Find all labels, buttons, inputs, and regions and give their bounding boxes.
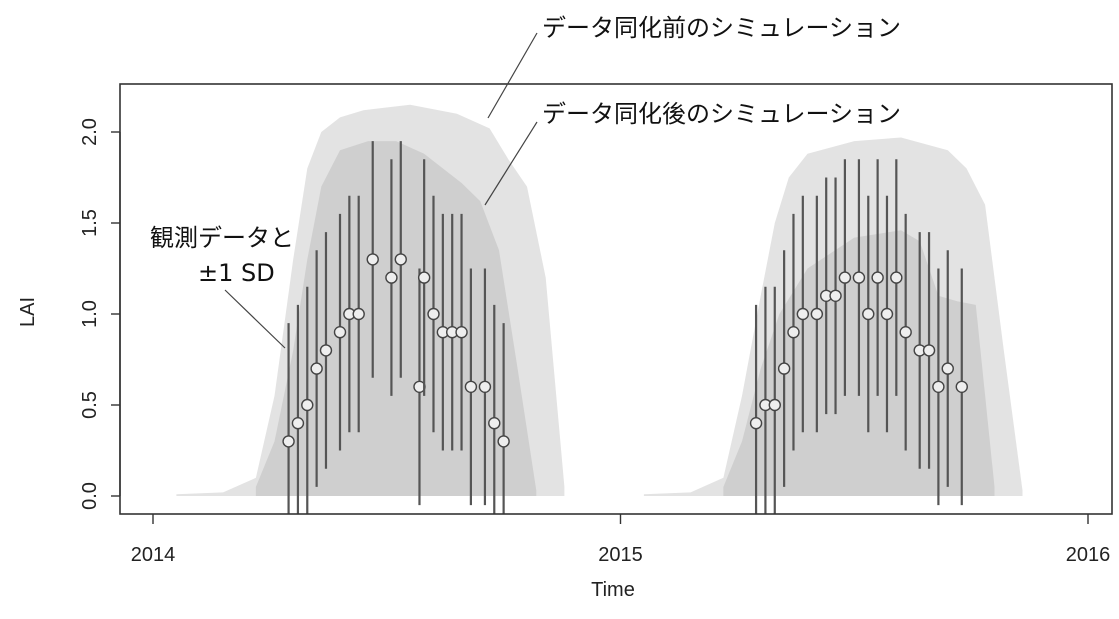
observation-point: [890, 271, 903, 284]
observation-point: [478, 380, 492, 393]
observation-point: [464, 380, 478, 393]
observation-points: [282, 141, 968, 514]
x-tick-label: 2014: [131, 544, 176, 566]
observation-point: [955, 380, 968, 393]
y-axis-label: LAI: [17, 297, 39, 327]
observation-point: [852, 271, 866, 284]
y-tick-label: 0.0: [79, 482, 101, 510]
observation-point: [352, 307, 365, 321]
observation-point: [427, 307, 440, 321]
observation-point: [301, 398, 314, 412]
observation-point: [810, 307, 824, 321]
y-tick-label: 1.5: [79, 209, 101, 237]
x-axis: 2014 2015 2016: [131, 514, 1111, 566]
observation-point: [829, 289, 842, 302]
observation-point: [394, 253, 407, 266]
observation-point: [871, 271, 884, 284]
y-tick-label: 1.0: [79, 300, 101, 328]
observation-point: [862, 307, 875, 321]
observation-point: [899, 326, 912, 339]
annotation-after-assimilation: データ同化後のシミュレーション: [542, 100, 901, 128]
observation-point: [880, 307, 894, 321]
y-axis: 0.0 0.5 1.0 1.5 2.0: [79, 118, 121, 510]
observation-point: [455, 326, 468, 339]
observation-point: [922, 344, 936, 357]
observation-point: [417, 271, 431, 284]
observation-point: [941, 362, 954, 375]
observation-point: [310, 362, 323, 375]
x-tick-label: 2015: [598, 544, 643, 566]
observation-point: [768, 398, 781, 412]
observation-point: [838, 271, 852, 284]
observation-point: [333, 326, 347, 339]
observation-point: [749, 417, 763, 430]
observation-point: [282, 435, 295, 448]
annotation-leader-observations: [224, 289, 286, 349]
y-tick-label: 2.0: [79, 118, 101, 146]
x-axis-label: Time: [591, 579, 635, 601]
observation-point: [319, 344, 333, 357]
annotation-observations: 観測データと: [150, 224, 294, 252]
observation-point: [488, 417, 501, 430]
annotation-sd: ±1 SD: [198, 259, 275, 287]
observation-point: [932, 380, 945, 393]
observation-point: [796, 307, 810, 321]
observation-point: [291, 417, 305, 430]
observation-point: [497, 435, 510, 448]
observation-point: [787, 326, 800, 339]
observation-point: [366, 253, 379, 266]
annotation-leader-after: [484, 121, 538, 206]
y-tick-label: 0.5: [79, 391, 101, 419]
annotation-leader-before: [487, 32, 538, 119]
observation-point: [385, 271, 398, 284]
annotation-before-assimilation: データ同化前のシミュレーション: [542, 14, 901, 42]
observation-point: [777, 362, 791, 375]
x-tick-label: 2016: [1066, 544, 1111, 566]
